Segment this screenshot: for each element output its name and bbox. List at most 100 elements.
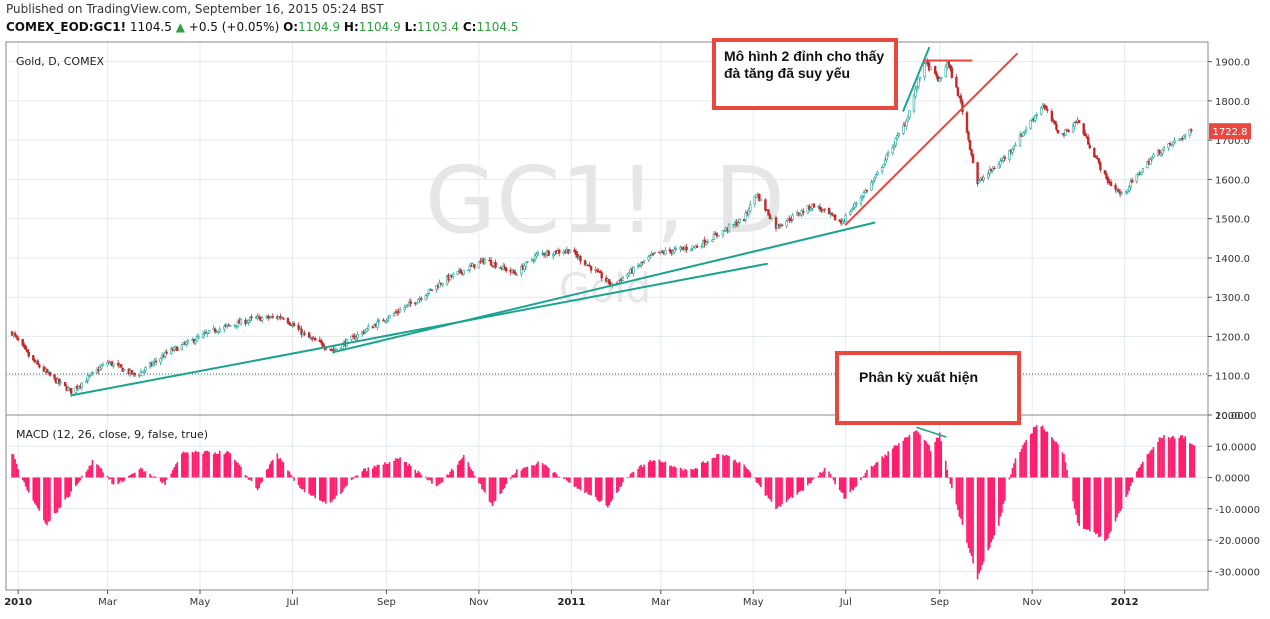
candle-body <box>356 334 359 339</box>
candle-body <box>865 189 869 192</box>
support-trend-line[interactable] <box>70 262 768 397</box>
macd-bar <box>769 477 771 500</box>
macd-bar <box>267 468 270 478</box>
macd-bar <box>425 476 427 478</box>
candle <box>1105 171 1108 181</box>
macd-bar <box>268 464 271 478</box>
macd-bar <box>478 477 480 484</box>
candle <box>139 368 143 376</box>
macd-bar <box>894 445 897 478</box>
macd-bar <box>205 450 207 478</box>
macd-bar <box>787 477 789 500</box>
steep-rally-line[interactable] <box>902 46 931 112</box>
candle <box>914 85 917 100</box>
macd-bar <box>1082 477 1085 529</box>
candle <box>853 201 857 211</box>
macd-bar <box>43 477 45 521</box>
macd-bar <box>520 470 523 478</box>
candle <box>1061 133 1064 136</box>
macd-bar <box>503 477 506 489</box>
macd-bar <box>728 455 730 478</box>
macd-bar <box>11 454 13 478</box>
macd-bar <box>509 477 512 480</box>
macd-bar <box>384 462 386 478</box>
candle <box>271 313 274 319</box>
candle-body <box>653 251 656 254</box>
macd-bar <box>396 458 398 478</box>
macd-bar <box>161 477 163 484</box>
candle <box>1064 128 1067 136</box>
macd-bar <box>1189 443 1191 478</box>
double-top-annotation[interactable]: Mô hình 2 đỉnh cho thấy đà tăng đã suy y… <box>712 38 898 110</box>
macd-bar <box>364 468 367 478</box>
candle <box>1012 145 1016 151</box>
candle <box>1074 120 1078 124</box>
candle-body <box>112 363 115 367</box>
macd-bar <box>1025 439 1027 478</box>
candle-body <box>1190 129 1193 132</box>
macd-bar <box>293 477 295 481</box>
candle-body <box>993 167 996 170</box>
candle <box>367 323 370 331</box>
macd-bar <box>129 475 132 478</box>
macd-bar <box>346 477 348 486</box>
macd-bar <box>388 461 391 478</box>
macd-bar <box>863 476 865 478</box>
candle <box>885 153 888 163</box>
candle-body <box>223 326 226 330</box>
candle <box>27 348 30 359</box>
macd-bar <box>958 477 961 517</box>
candle <box>706 238 709 244</box>
candle <box>233 324 237 329</box>
candle <box>427 288 431 296</box>
divergence-line[interactable] <box>916 426 947 438</box>
macd-bar <box>1157 441 1159 478</box>
macd-bar <box>1152 447 1155 478</box>
candle-body <box>849 211 852 215</box>
candle <box>573 247 576 254</box>
candle <box>503 263 506 271</box>
candle <box>880 165 884 175</box>
candle-body <box>533 255 537 260</box>
breakdown-line[interactable] <box>844 52 1019 226</box>
candle <box>479 257 482 265</box>
macd-bar <box>1032 427 1035 478</box>
macd-bar <box>934 442 936 478</box>
macd-bar <box>811 477 814 481</box>
candle <box>217 331 220 335</box>
macd-bar <box>578 477 580 489</box>
macd-bar <box>881 456 883 478</box>
macd-bar <box>1073 477 1076 509</box>
macd-bar <box>428 477 430 480</box>
candle <box>489 256 493 266</box>
macd-bar <box>352 477 354 480</box>
candle-body <box>940 76 943 79</box>
macd-bar <box>694 467 697 478</box>
candle-body <box>403 307 406 311</box>
macd-bar <box>775 477 777 510</box>
candle-body <box>36 360 40 365</box>
candle <box>279 313 282 321</box>
candle <box>883 157 887 166</box>
macd-bar <box>96 464 98 478</box>
candle-body <box>779 225 782 227</box>
macd-bar <box>297 477 300 486</box>
macd-bar <box>127 475 130 478</box>
macd-bar <box>194 450 197 478</box>
macd-bar <box>300 477 303 490</box>
support-trend-line-2[interactable] <box>332 221 876 354</box>
divergence-annotation[interactable]: Phân kỳ xuất hiện <box>835 351 1021 425</box>
macd-bar <box>544 464 547 478</box>
candle <box>77 385 80 391</box>
macd-bar <box>1095 477 1097 535</box>
macd-bar <box>882 457 885 478</box>
candle <box>377 317 381 325</box>
candle <box>382 318 385 322</box>
macd-bar <box>937 437 939 478</box>
price-pane-title: Gold, D, COMEX <box>16 55 105 68</box>
candle <box>163 349 167 360</box>
macd-bar <box>652 460 655 478</box>
candle-body <box>1082 123 1085 135</box>
candle-body <box>576 253 579 258</box>
